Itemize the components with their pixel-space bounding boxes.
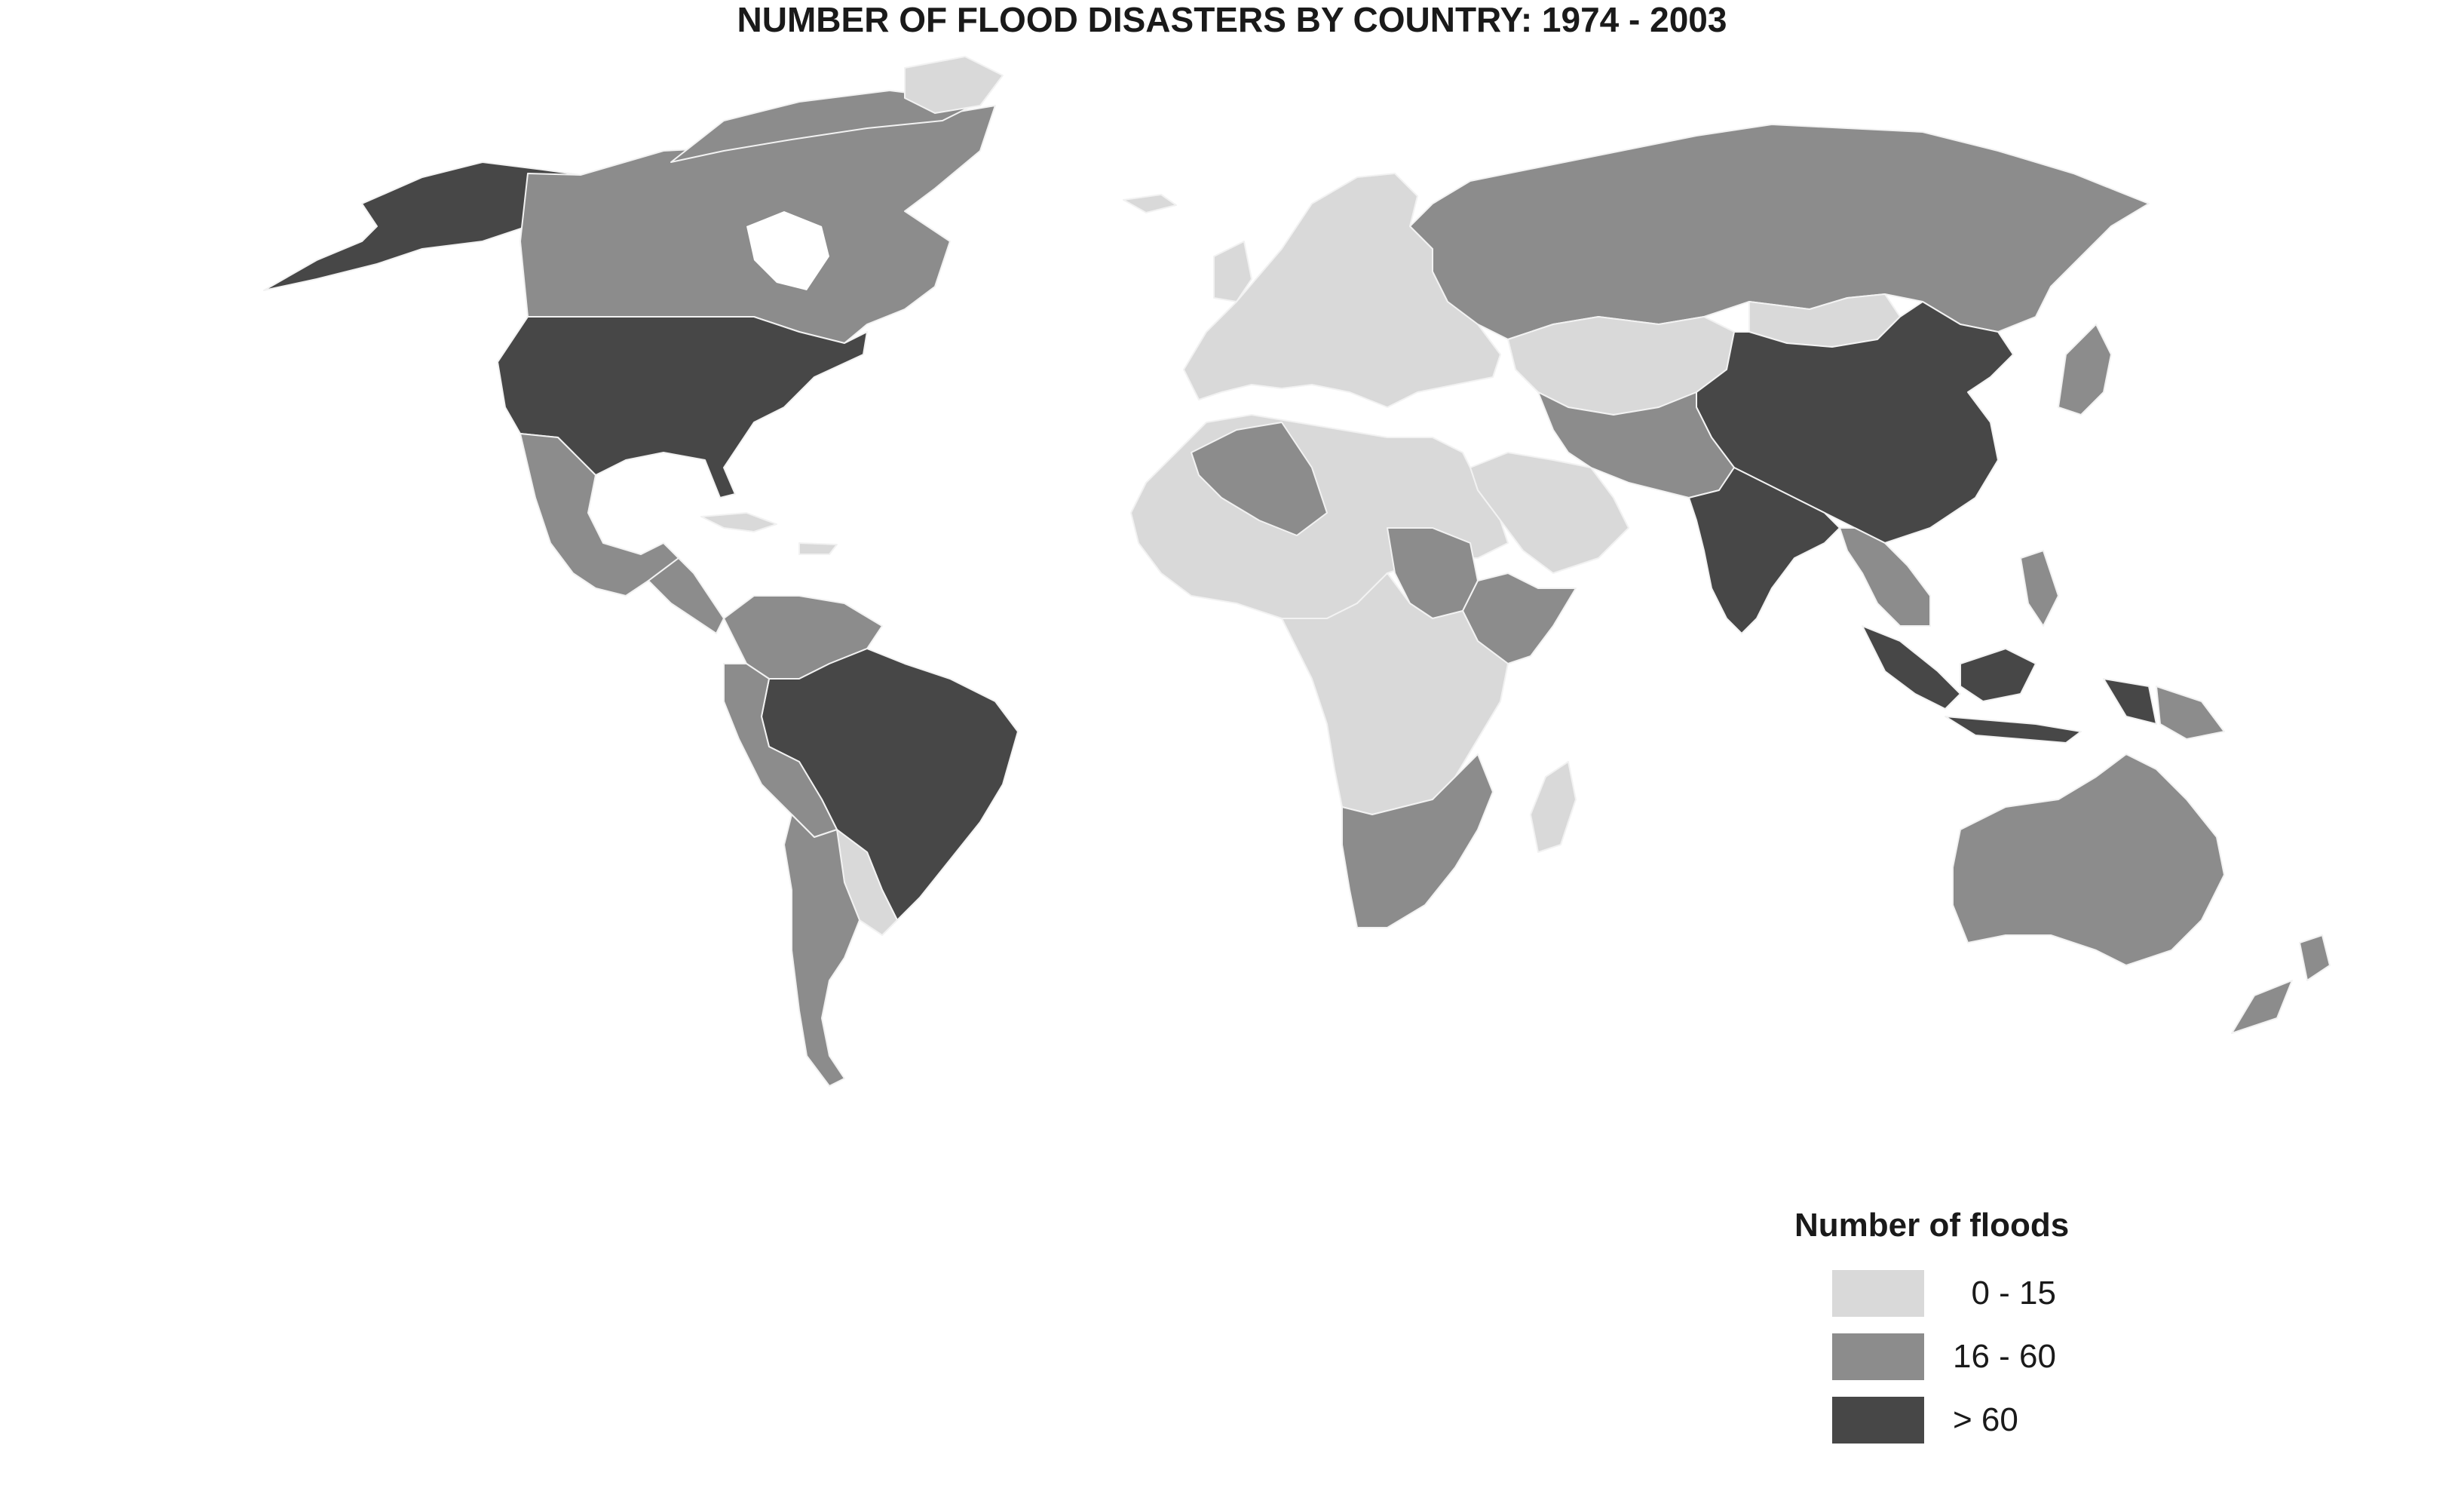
legend-item-high: > 60	[1832, 1397, 2134, 1445]
legend-label-mid: 16 - 60	[1953, 1338, 2056, 1375]
region-southeast-asia: Southeast Asia	[1839, 527, 1931, 627]
region-mexico: Mexico	[519, 433, 679, 597]
legend-label-low: 0 - 15	[1953, 1275, 2056, 1312]
region-greenland: Greenland	[904, 56, 1004, 114]
region-alaska: Alaska (USA)	[263, 161, 581, 291]
region-algeria: Algeria	[1191, 422, 1328, 536]
region-australia: Australia	[1952, 753, 2225, 966]
region-india: India	[1688, 467, 1840, 634]
region-new-zealand: New Zealand	[2231, 934, 2331, 1034]
region-philippines: Philippines	[2020, 550, 2059, 627]
region-southern-africa: Southern Africa	[1341, 753, 1494, 928]
legend-swatch-mid	[1832, 1333, 1924, 1380]
region-madagascar: Madagascar	[1530, 761, 1577, 853]
region-canada-islands: Canada	[670, 90, 981, 163]
region-central-africa: Central Africa	[1281, 572, 1509, 815]
legend-item-mid: 16 - 60	[1832, 1333, 2134, 1382]
map-title: NUMBER OF FLOOD DISASTERS BY COUNTRY: 19…	[737, 0, 1727, 39]
hudson-bay	[746, 211, 829, 290]
legend-title: Number of floods	[1794, 1207, 2070, 1244]
legend-swatch-high	[1832, 1397, 1924, 1444]
region-argentina-chile: Argentina / Chile	[783, 814, 860, 1087]
region-caribbean: Caribbean	[700, 512, 838, 555]
region-peru-bolivia: Peru / Bolivia	[723, 663, 838, 838]
legend-label-high: > 60	[1953, 1401, 2018, 1438]
region-japan: Japan	[2058, 324, 2112, 416]
legend-swatch-low	[1832, 1270, 1924, 1317]
region-iceland: Europe	[1123, 194, 1177, 213]
region-indonesia: Indonesia	[1862, 625, 2157, 744]
region-uk: Europe	[1213, 241, 1252, 302]
region-png: Southeast Asia	[2156, 686, 2225, 740]
legend-item-low: 0 - 15	[1832, 1270, 2134, 1318]
